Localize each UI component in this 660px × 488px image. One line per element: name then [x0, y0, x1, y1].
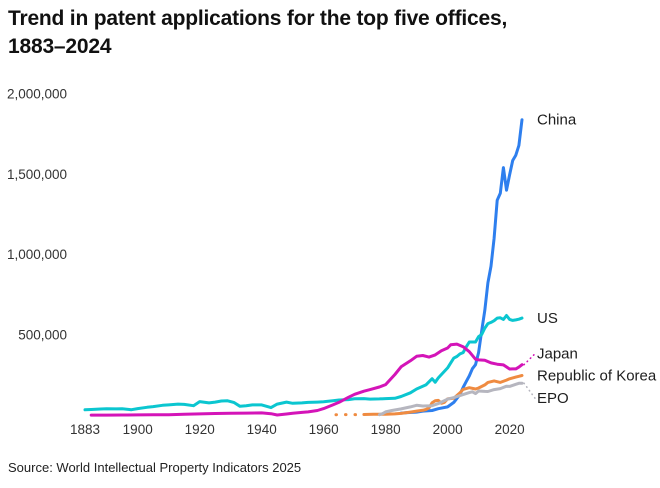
- y-axis-tick-label: 2,000,000: [7, 87, 67, 102]
- y-axis-tick-label: 500,000: [18, 328, 67, 343]
- series-label-us: US: [537, 310, 558, 327]
- y-axis-tick-label: 1,500,000: [7, 167, 67, 182]
- x-axis-tick-label: 2020: [495, 422, 525, 437]
- series-label-japan: Japan: [537, 346, 578, 363]
- series-label-epo: EPO: [537, 390, 569, 407]
- chart-title-line2: 1883–2024: [8, 35, 112, 59]
- x-axis-tick-label: 2000: [433, 422, 463, 437]
- epo-label-leader: [523, 382, 536, 400]
- series-line-china: [399, 118, 524, 415]
- y-axis-tick-label: 1,000,000: [7, 247, 67, 262]
- x-axis-tick-label: 1920: [185, 422, 215, 437]
- series-label-china: China: [537, 112, 577, 129]
- japan-label-leader: [523, 352, 536, 366]
- series-line-epo: [377, 381, 524, 417]
- x-axis-tick-label: 1900: [123, 422, 153, 437]
- series-line-us: [83, 314, 524, 412]
- series-line-japan: [89, 342, 524, 417]
- x-axis-tick-label: 1883: [70, 422, 100, 437]
- x-axis-tick-label: 1940: [247, 422, 277, 437]
- x-axis-tick-label: 1980: [371, 422, 401, 437]
- source-note: Source: World Intellectual Property Indi…: [8, 460, 302, 475]
- chart-title: Trend in patent applications for the top…: [8, 5, 648, 62]
- x-axis-tick-label: 1960: [309, 422, 339, 437]
- series-label-republic-of-korea: Republic of Korea: [537, 368, 657, 385]
- chart-title-line1: Trend in patent applications for the top…: [8, 7, 508, 30]
